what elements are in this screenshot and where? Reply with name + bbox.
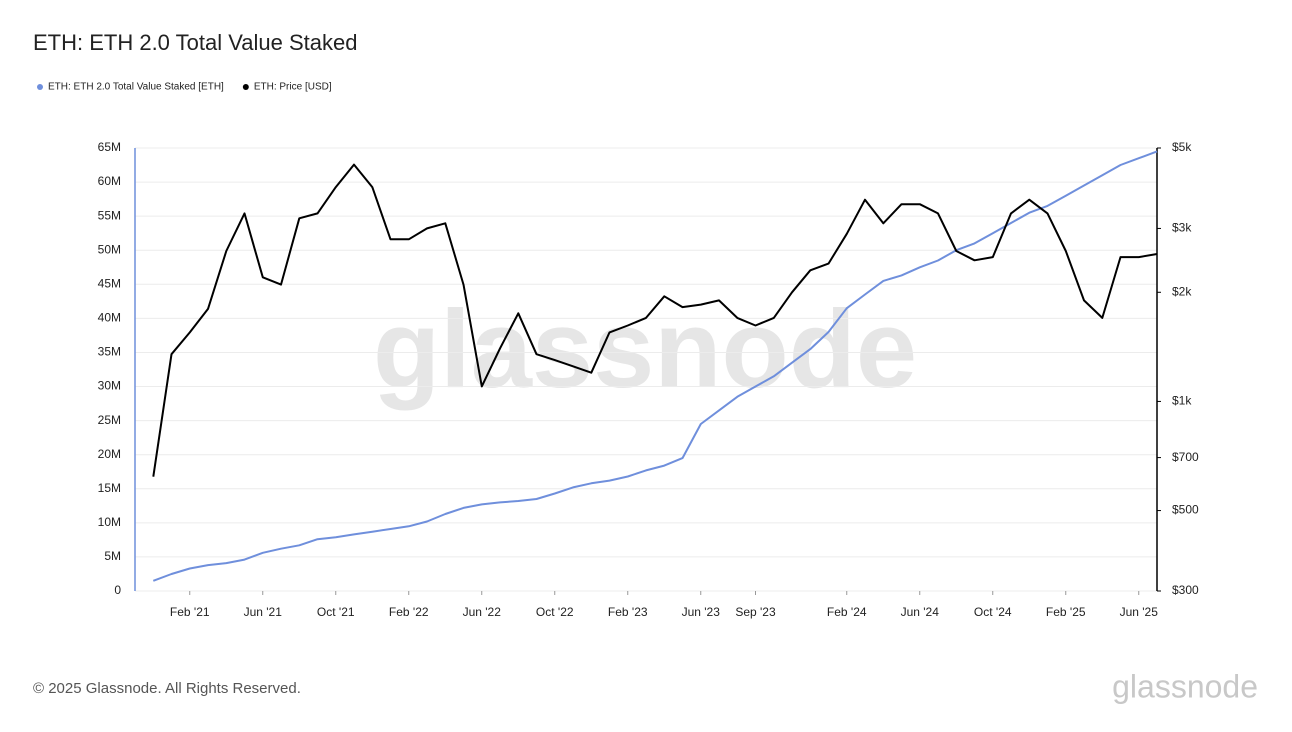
series-line [152,163,1158,477]
y-tick-label: 50M [98,242,121,256]
y2-tick-label: $2k [1172,284,1192,298]
y-tick-label: 15M [98,481,121,495]
y-tick-label: 20M [98,447,121,461]
x-tick-label: Jun '22 [463,605,502,619]
x-tick-label: Oct '24 [974,605,1012,619]
x-tick-label: Jun '21 [244,605,283,619]
x-tick-label: Jun '23 [682,605,721,619]
x-tick-label: Oct '22 [536,605,574,619]
y-tick-label: 55M [98,208,121,222]
y2-tick-label: $5k [1172,140,1192,154]
x-tick-label: Feb '24 [827,605,867,619]
legend-label: ETH: Price [USD] [254,82,332,93]
y2-tick-label: $1k [1172,394,1192,408]
y-tick-label: 25M [98,413,121,427]
series-line [152,150,1158,582]
x-tick-label: Jun '25 [1120,605,1159,619]
y2-tick-label: $500 [1172,503,1199,517]
x-tick-label: Feb '25 [1046,605,1086,619]
y-tick-label: 10M [98,515,121,529]
legend-label: ETH: ETH 2.0 Total Value Staked [ETH] [48,82,224,93]
y-tick-label: 65M [98,140,121,154]
y-tick-label: 35M [98,345,121,359]
footer: © 2025 Glassnode. All Rights Reserved. [33,680,301,697]
legend-marker [37,84,43,90]
x-tick-label: Oct '21 [317,605,355,619]
x-tick-label: Feb '22 [389,605,429,619]
x-tick-label: Feb '21 [170,605,210,619]
x-tick-label: Feb '23 [608,605,648,619]
y-tick-label: 30M [98,379,121,393]
y-tick-label: 60M [98,174,121,188]
watermark: glassnode [373,288,917,411]
logo: glassnode [1112,668,1258,704]
legend-marker [242,84,249,90]
chart-title: ETH: ETH 2.0 Total Value Staked [33,30,357,55]
y-tick-label: 0 [114,583,121,597]
y2-tick-label: $700 [1172,450,1199,464]
y2-tick-label: $300 [1172,583,1199,597]
y2-tick-label: $3k [1172,221,1192,235]
y-tick-label: 40M [98,311,121,325]
x-tick-label: Jun '24 [901,605,940,619]
y-tick-label: 45M [98,276,121,290]
y-tick-label: 5M [104,549,121,563]
x-tick-label: Sep '23 [735,605,776,619]
